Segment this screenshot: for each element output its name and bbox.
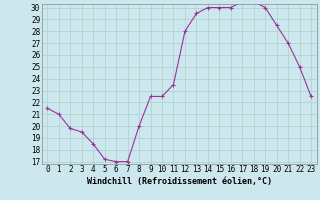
X-axis label: Windchill (Refroidissement éolien,°C): Windchill (Refroidissement éolien,°C) <box>87 177 272 186</box>
